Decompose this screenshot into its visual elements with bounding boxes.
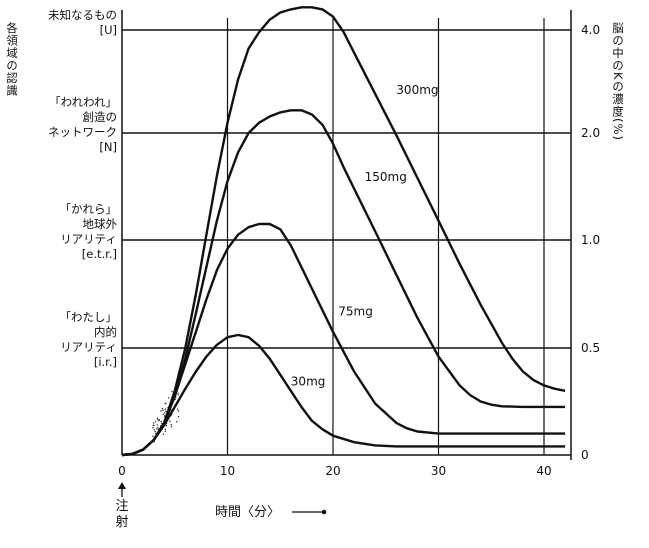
x-tick-30: 30 bbox=[431, 464, 446, 478]
stipple-dot bbox=[160, 410, 161, 411]
stipple-dot bbox=[163, 414, 164, 415]
stipple-dot bbox=[165, 408, 166, 409]
right-tick-2.0: 2.0 bbox=[581, 126, 600, 140]
stipple-dot bbox=[159, 419, 160, 420]
stipple-dot bbox=[165, 431, 166, 432]
stipple-dot bbox=[178, 410, 179, 411]
stipple-dot bbox=[157, 418, 158, 419]
stipple-dot bbox=[155, 431, 156, 432]
injection-label-char: 射 bbox=[115, 514, 128, 530]
stipple-dot bbox=[163, 433, 164, 434]
injection-label-char: 注 bbox=[115, 499, 128, 514]
stipple-dot bbox=[164, 412, 165, 413]
series-line-150mg bbox=[122, 110, 565, 455]
series-label-150mg: 150mg bbox=[365, 170, 407, 184]
stipple-dot bbox=[152, 427, 153, 428]
right-tick-1.0: 1.0 bbox=[581, 233, 600, 247]
stipple-dot bbox=[177, 393, 178, 394]
stipple-dot bbox=[165, 403, 166, 404]
stipple-dot bbox=[165, 411, 166, 412]
series-label-30mg: 30mg bbox=[291, 374, 326, 388]
x-axis-title: 時間〈分〉 bbox=[215, 505, 280, 520]
series-line-300mg bbox=[122, 7, 565, 455]
stipple-dot bbox=[156, 424, 157, 425]
stipple-dot bbox=[154, 429, 155, 430]
stipple-dot bbox=[177, 394, 178, 395]
stipple-dot bbox=[157, 419, 158, 420]
stipple-dot bbox=[165, 429, 166, 430]
x-tick-0: 0 bbox=[118, 464, 126, 478]
stipple-dot bbox=[156, 428, 157, 429]
stipple-dot bbox=[153, 424, 154, 425]
stipple-dot bbox=[162, 408, 163, 409]
stipple-dot bbox=[176, 421, 177, 422]
series-line-75mg bbox=[122, 224, 565, 455]
stipple-dot bbox=[162, 410, 163, 411]
right-tick-0.5: 0.5 bbox=[581, 341, 600, 355]
injection-arrowhead bbox=[118, 482, 126, 489]
stipple-dot bbox=[161, 421, 162, 422]
stipple-dot bbox=[166, 425, 167, 426]
stipple-dot bbox=[171, 424, 172, 425]
stipple-dot bbox=[171, 426, 172, 427]
stipple-dot bbox=[171, 391, 172, 392]
stipple-dot bbox=[177, 409, 178, 410]
series-label-300mg: 300mg bbox=[396, 83, 438, 97]
stipple-dot bbox=[178, 416, 179, 417]
right-tick-4.0: 4.0 bbox=[581, 23, 600, 37]
right-tick-0: 0 bbox=[581, 448, 589, 462]
x-tick-20: 20 bbox=[325, 464, 340, 478]
x-axis-title-arrowhead bbox=[322, 510, 327, 515]
stipple-dot bbox=[168, 397, 169, 398]
concentration-chart: 300mg 150mg 75mg 30mg 4.0 2.0 1.0 0.5 0 0 10 20 30 4… bbox=[0, 0, 649, 548]
stipple-dot bbox=[152, 436, 153, 437]
stipple-dot bbox=[153, 422, 154, 423]
series-label-75mg: 75mg bbox=[338, 305, 373, 319]
x-tick-10: 10 bbox=[220, 464, 235, 478]
x-tick-40: 40 bbox=[536, 464, 551, 478]
stipple-dot bbox=[169, 421, 170, 422]
stipple-dot bbox=[157, 427, 158, 428]
stipple-dot bbox=[155, 421, 156, 422]
